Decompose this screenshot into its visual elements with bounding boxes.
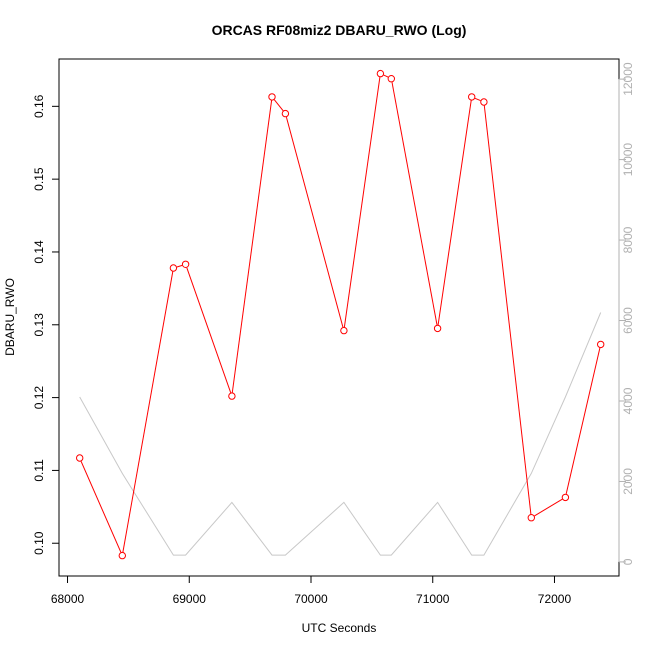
y-tick-label: 0.16 bbox=[32, 94, 46, 118]
secondary-series-layer bbox=[79, 312, 602, 556]
y2-tick-label: 10000 bbox=[621, 143, 635, 177]
y2-tick-label: 4000 bbox=[621, 387, 635, 414]
data-point bbox=[433, 324, 442, 333]
primary-series-segment bbox=[273, 99, 284, 112]
data-point bbox=[597, 340, 605, 349]
x-tick-label: 69000 bbox=[173, 592, 207, 606]
y2-tick-label: 6000 bbox=[621, 307, 635, 334]
data-point bbox=[76, 454, 84, 462]
data-point bbox=[340, 326, 348, 335]
primary-series-segment bbox=[565, 347, 601, 495]
data-point bbox=[281, 109, 290, 118]
x-axis: 68000 69000 70000 71000 72000 bbox=[51, 575, 572, 606]
y-tick-label: 0.12 bbox=[32, 386, 46, 410]
x-tick-label: 68000 bbox=[51, 592, 85, 606]
data-point bbox=[118, 551, 127, 560]
y-axis-label: DBARU_RWO bbox=[3, 278, 17, 356]
data-point bbox=[376, 69, 385, 78]
data-point bbox=[561, 493, 570, 502]
data-point bbox=[468, 93, 476, 101]
data-point bbox=[480, 98, 488, 106]
primary-series-layer bbox=[76, 69, 605, 560]
primary-series-segment bbox=[474, 97, 481, 102]
data-point bbox=[527, 514, 535, 522]
data-point bbox=[268, 93, 276, 101]
primary-series-segment bbox=[437, 100, 472, 325]
y2-tick-label: 2000 bbox=[621, 468, 635, 495]
primary-series-segment bbox=[176, 264, 183, 268]
y-tick-label: 0.14 bbox=[32, 240, 46, 264]
primary-series-segment bbox=[483, 105, 532, 515]
primary-series-segment bbox=[383, 74, 389, 78]
x-axis-label: UTC Seconds bbox=[302, 621, 377, 635]
x-tick-label: 71000 bbox=[416, 592, 450, 606]
y-tick-label: 0.13 bbox=[32, 313, 46, 337]
primary-series-segment bbox=[343, 77, 381, 328]
data-point bbox=[228, 392, 236, 400]
x-tick-label: 72000 bbox=[538, 592, 572, 606]
y2-tick-label: 0 bbox=[621, 558, 635, 565]
primary-series-segment bbox=[186, 267, 232, 393]
primary-series-segment bbox=[534, 498, 563, 517]
data-point bbox=[387, 75, 395, 83]
y-tick-label: 0.15 bbox=[32, 167, 46, 191]
primary-series-segment bbox=[122, 271, 174, 553]
y-tick-label: 0.10 bbox=[32, 531, 46, 555]
primary-series-segment bbox=[391, 82, 438, 325]
chart-title: ORCAS RF08miz2 DBARU_RWO (Log) bbox=[212, 22, 467, 38]
plot-frame bbox=[58, 58, 620, 577]
y-tick-label: 0.11 bbox=[32, 459, 46, 482]
primary-series-segment bbox=[285, 116, 344, 328]
y2-tick-label: 12000 bbox=[621, 62, 635, 96]
primary-series-segment bbox=[80, 461, 122, 553]
primary-series-segment bbox=[231, 100, 273, 393]
data-point bbox=[169, 264, 178, 272]
data-point bbox=[181, 260, 190, 268]
secondary-series-line bbox=[79, 312, 602, 556]
y-axis: 0.10 0.11 0.12 0.13 0.14 0.15 0.16 bbox=[32, 94, 60, 555]
x-tick-label: 70000 bbox=[294, 592, 328, 606]
y2-tick-label: 8000 bbox=[621, 226, 635, 253]
y2-axis: 0 2000 4000 6000 8000 10000 12000 bbox=[618, 62, 635, 565]
